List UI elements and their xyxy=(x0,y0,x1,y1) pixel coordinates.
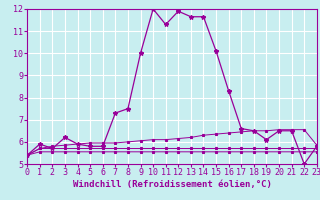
X-axis label: Windchill (Refroidissement éolien,°C): Windchill (Refroidissement éolien,°C) xyxy=(73,180,271,189)
